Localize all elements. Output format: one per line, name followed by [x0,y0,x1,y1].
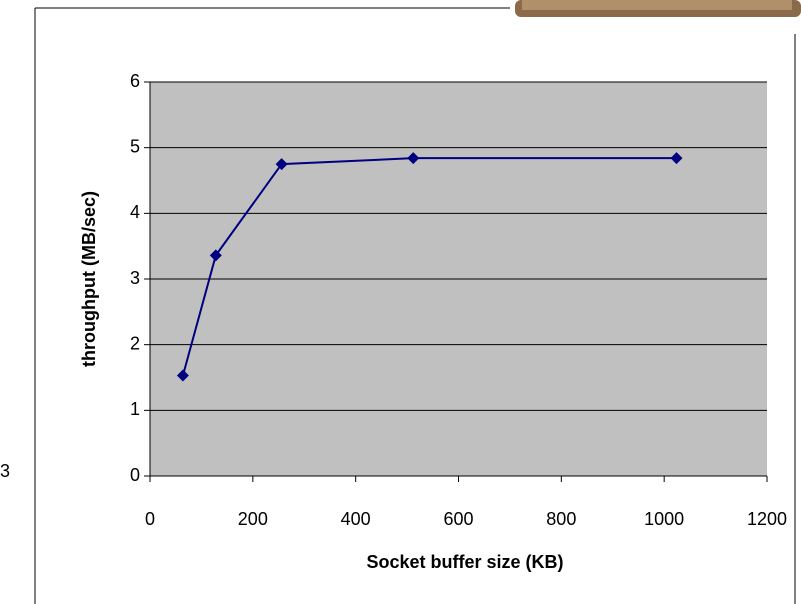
y-tick-label: 6 [130,71,140,91]
y-tick-label: 4 [130,202,140,222]
x-tick-label: 600 [443,509,473,529]
y-axis-title: throughput (MB/sec) [79,191,99,367]
page: 3 0 1 2 3 4 5 6 0 200 400 600 800 1000 1200 Socket bu… [0,0,801,604]
y-tick-label: 3 [130,268,140,288]
chart: 3 0 1 2 3 4 5 6 0 200 400 600 800 1000 1200 Socket bu… [0,0,801,604]
plot-area: 0 1 2 3 4 5 6 0 200 400 600 800 1000 1200 [130,71,787,529]
y-tick-label: 1 [130,399,140,419]
x-tick-label: 800 [546,509,576,529]
x-tick-label: 1000 [644,509,684,529]
edge-text: 3 [0,461,10,481]
y-tick-label: 2 [130,333,140,353]
photo-fragment [522,0,792,10]
x-tick-label: 0 [145,509,155,529]
x-axis-title: Socket buffer size (KB) [366,552,563,572]
x-tick-label: 200 [238,509,268,529]
x-tick-label: 1200 [747,509,787,529]
y-tick-label: 0 [130,465,140,485]
y-tick-label: 5 [130,136,140,156]
x-tick-label: 400 [341,509,371,529]
